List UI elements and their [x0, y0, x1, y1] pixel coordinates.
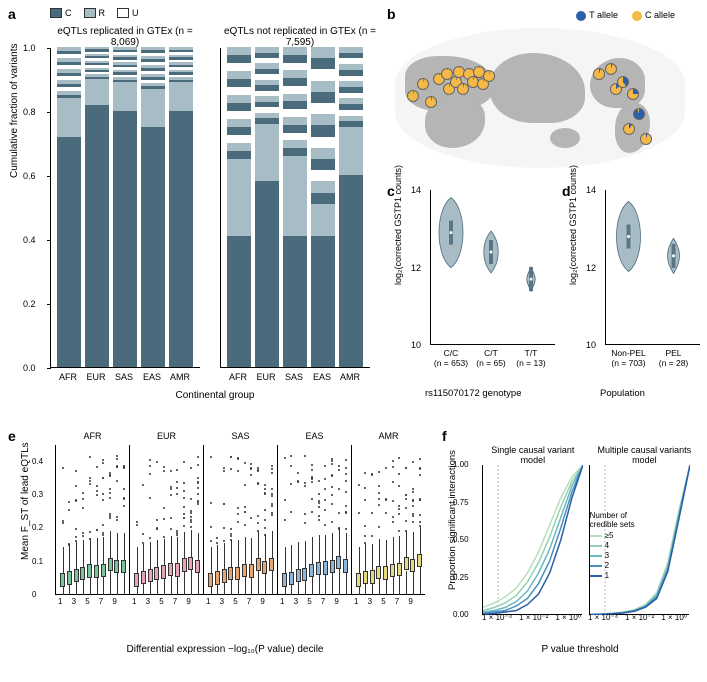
panel-e: e Mean F_ST of lead eQTLs AFR00.10.20.30… — [20, 430, 430, 660]
panel-b: b T alleleC allele — [395, 8, 695, 178]
panel-f-ylabel: Proportion significant interactions — [447, 450, 458, 590]
panel-c-ylabel: log₂(corrected GSTP1 counts) — [393, 165, 403, 285]
panel-d: d log₂(corrected GSTP1 counts) 101214Non… — [570, 185, 700, 395]
panel-f-title-left: Single causal variant model — [482, 445, 584, 465]
legend-item-U: U — [117, 8, 139, 18]
allele-pie — [605, 63, 617, 75]
violin — [606, 190, 651, 345]
panel-a-ylabel: Cumulative fraction of variants — [9, 43, 20, 178]
facet-SAS: SAS13579 — [203, 445, 277, 595]
allele-pie — [417, 78, 429, 90]
allele-pie — [623, 123, 635, 135]
panel-d-ylabel: log₂(corrected GSTP1 counts) — [568, 165, 578, 285]
allele-pie — [407, 90, 419, 102]
panel-f-plot-left: Single causal variant model 0.000.250.50… — [482, 445, 584, 615]
allele-pie — [593, 68, 605, 80]
line-chart — [483, 465, 583, 615]
panel-a-left: eQTLs replicated in GTEx (n = 8,069) Cum… — [50, 26, 200, 368]
panel-f-label: f — [442, 428, 447, 444]
panel-d-chart: 101214Non-PEL(n = 703)PEL(n = 28) — [605, 190, 700, 345]
stacked-column — [169, 47, 193, 367]
allele-pie — [483, 70, 495, 82]
violin — [471, 190, 511, 345]
panel-a-label: a — [8, 6, 16, 22]
violin — [511, 190, 551, 345]
allele-pie — [425, 96, 437, 108]
facet-EAS: EAS13579 — [277, 445, 351, 595]
stacked-column — [57, 47, 81, 367]
violin — [431, 190, 471, 345]
stacked-column — [311, 47, 335, 367]
allele-pie — [627, 88, 639, 100]
panel-a-right-chart: AFREURSASEASAMR — [220, 48, 370, 368]
legend-item: T allele — [576, 10, 618, 21]
panel-f-plots: Single causal variant model 0.000.250.50… — [482, 445, 700, 615]
panel-c-chart: 101214C/C(n = 653)C/T(n = 65)T/T(n = 13) — [430, 190, 555, 345]
panel-f-title-right: Multiple causal variants model — [589, 445, 700, 465]
stacked-column — [141, 47, 165, 367]
panel-d-xlabel: Population — [600, 388, 645, 399]
panel-f: f Proportion significant interactions Si… — [450, 430, 700, 660]
panel-c-xlabel: rs115070172 genotype — [425, 388, 522, 399]
stacked-column — [85, 47, 109, 367]
panel-a-xlabel: Continental group — [50, 390, 380, 401]
line-chart — [590, 465, 690, 615]
world-map — [395, 28, 685, 168]
panel-a-left-chart: Cumulative fraction of variants 0.00.20.… — [50, 48, 200, 368]
allele-pie — [633, 108, 645, 120]
stacked-column — [283, 47, 307, 367]
allele-pie — [640, 133, 652, 145]
panel-b-legend: T allele C allele — [576, 10, 675, 21]
panel-c: c log₂(corrected GSTP1 counts) 101214C/C… — [395, 185, 555, 395]
panel-e-xlabel: Differential expression −log₁₀(P value) … — [127, 644, 324, 655]
facet-AFR: AFR00.10.20.30.413579 — [55, 445, 129, 595]
panel-a: a CRU eQTLs replicated in GTEx (n = 8,06… — [20, 8, 380, 408]
allele-pie — [617, 76, 629, 88]
stacked-column — [113, 47, 137, 367]
stacked-column — [227, 47, 251, 367]
panel-a-title-right: eQTLs not replicated in GTEx (n = 7,595) — [220, 26, 380, 48]
panel-f-xticks: 1 × 10⁻⁴1 × 10⁻²1 × 10⁰1 × 10⁻⁴1 × 10⁻²1… — [482, 613, 687, 622]
panel-e-ylabel: Mean F_ST of lead eQTLs — [20, 442, 31, 560]
panel-a-right: eQTLs not replicated in GTEx (n = 7,595)… — [220, 26, 380, 368]
facet-AMR: AMR13579 — [351, 445, 425, 595]
panel-a-title-left: eQTLs replicated in GTEx (n = 8,069) — [50, 26, 200, 48]
panel-b-label: b — [387, 6, 396, 22]
panel-a-legend: CRU — [50, 8, 139, 18]
stacked-column — [255, 47, 279, 367]
legend-item-R: R — [84, 8, 106, 18]
panel-e-label: e — [8, 428, 16, 444]
facet-EUR: EUR13579 — [129, 445, 203, 595]
panel-e-facets: AFR00.10.20.30.413579EUR13579SAS13579EAS… — [55, 445, 430, 595]
panel-f-xlabel: P value threshold — [541, 644, 618, 655]
panel-f-plot-right: Multiple causal variants model Number of… — [589, 445, 700, 615]
legend-item: C allele — [632, 10, 675, 21]
violin — [651, 190, 696, 345]
legend-item-C: C — [50, 8, 72, 18]
stacked-column — [339, 47, 363, 367]
